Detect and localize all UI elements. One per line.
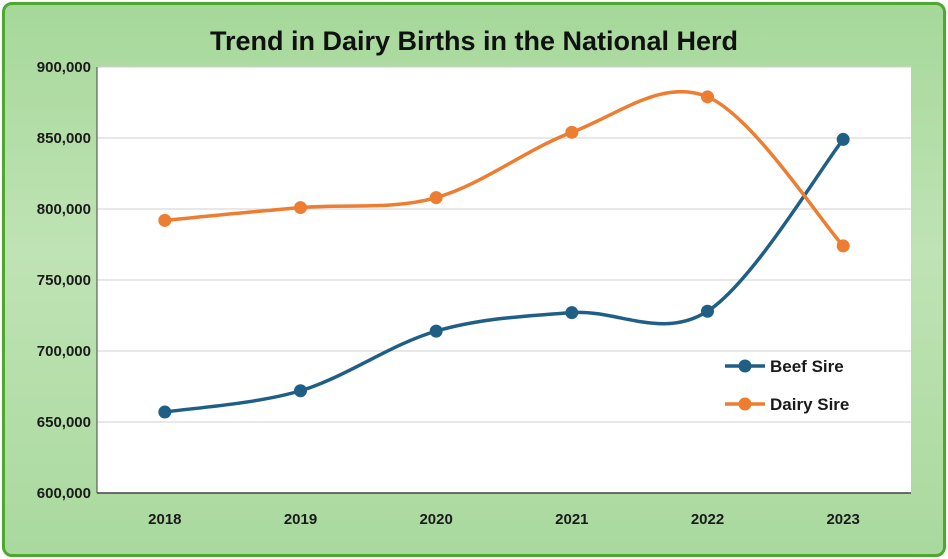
data-point-dairy-sire — [158, 213, 172, 227]
legend-label-beef-sire: Beef Sire — [770, 357, 844, 376]
legend-swatch-marker-dairy-sire — [738, 397, 752, 411]
y-tick-label: 900,000 — [37, 59, 91, 76]
axes: 600,000 650,000 700,000 750,000 800,000 850,0… — [37, 59, 911, 528]
series-lines — [158, 90, 850, 419]
data-point-dairy-sire — [565, 125, 579, 139]
data-point-dairy-sire — [701, 90, 714, 104]
data-point-beef-sire — [429, 324, 443, 338]
data-point-dairy-sire — [836, 239, 850, 253]
x-tick-label: 2023 — [826, 511, 859, 528]
data-point-dairy-sire — [429, 191, 443, 205]
data-point-beef-sire — [701, 304, 714, 318]
x-tick-label: 2018 — [148, 511, 181, 528]
legend: Beef Sire Dairy Sire — [725, 357, 849, 414]
x-tick-label: 2021 — [555, 511, 588, 528]
y-tick-label: 700,000 — [37, 343, 91, 360]
y-tick-label: 600,000 — [37, 485, 91, 502]
line-chart: Trend in Dairy Births in the National He… — [37, 26, 911, 528]
y-tick-label: 850,000 — [37, 130, 91, 147]
y-tick-label: 650,000 — [37, 414, 91, 431]
x-tick-label: 2022 — [691, 511, 724, 528]
data-point-beef-sire — [565, 306, 579, 320]
data-point-beef-sire — [158, 405, 172, 419]
y-tick-label: 750,000 — [37, 272, 91, 289]
data-point-beef-sire — [294, 384, 307, 398]
gridlines — [97, 66, 911, 423]
x-tick-label: 2020 — [419, 511, 452, 528]
x-tick-label: 2019 — [284, 511, 317, 528]
chart-title: Trend in Dairy Births in the National He… — [210, 26, 738, 56]
legend-label-dairy-sire: Dairy Sire — [770, 395, 849, 414]
data-point-beef-sire — [836, 132, 850, 146]
legend-swatch-marker-beef-sire — [738, 359, 752, 373]
data-point-dairy-sire — [294, 201, 307, 215]
y-tick-label: 800,000 — [37, 201, 91, 218]
